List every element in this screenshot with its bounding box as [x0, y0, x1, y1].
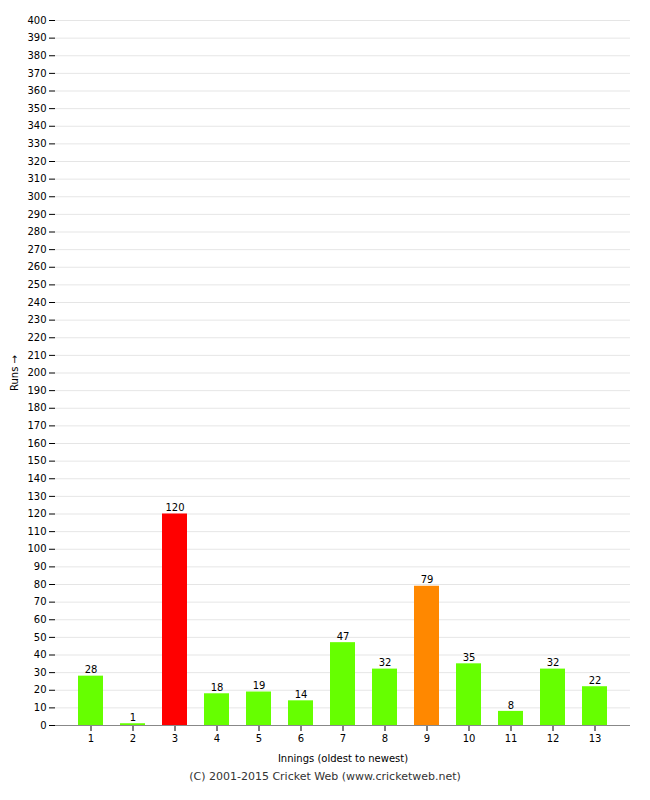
svg-text:47: 47 [337, 631, 350, 642]
svg-text:3: 3 [172, 733, 178, 744]
svg-text:4: 4 [214, 733, 220, 744]
svg-text:110: 110 [27, 526, 46, 537]
svg-text:330: 330 [27, 138, 46, 149]
svg-text:1: 1 [130, 712, 136, 723]
svg-text:60: 60 [34, 614, 47, 625]
svg-text:19: 19 [253, 680, 266, 691]
svg-text:40: 40 [34, 649, 47, 660]
svg-text:12: 12 [547, 733, 560, 744]
svg-text:160: 160 [27, 438, 46, 449]
svg-text:270: 270 [27, 244, 46, 255]
svg-text:18: 18 [211, 682, 224, 693]
svg-text:180: 180 [27, 402, 46, 413]
svg-text:10: 10 [463, 733, 476, 744]
svg-text:6: 6 [298, 733, 304, 744]
svg-text:310: 310 [27, 173, 46, 184]
svg-text:0: 0 [40, 720, 46, 731]
svg-text:11: 11 [505, 733, 518, 744]
svg-text:190: 190 [27, 385, 46, 396]
svg-text:32: 32 [547, 657, 560, 668]
svg-text:20: 20 [34, 684, 47, 695]
svg-text:140: 140 [27, 473, 46, 484]
svg-text:320: 320 [27, 156, 46, 167]
svg-text:350: 350 [27, 103, 46, 114]
svg-text:13: 13 [589, 733, 602, 744]
svg-text:100: 100 [27, 543, 46, 554]
svg-text:32: 32 [379, 657, 392, 668]
svg-text:220: 220 [27, 332, 46, 343]
svg-text:150: 150 [27, 455, 46, 466]
svg-text:260: 260 [27, 261, 46, 272]
svg-text:22: 22 [589, 675, 602, 686]
svg-text:120: 120 [165, 502, 184, 513]
svg-text:14: 14 [295, 689, 308, 700]
svg-text:250: 250 [27, 279, 46, 290]
svg-text:370: 370 [27, 68, 46, 79]
svg-text:130: 130 [27, 491, 46, 502]
svg-text:30: 30 [34, 667, 47, 678]
svg-text:360: 360 [27, 85, 46, 96]
svg-text:290: 290 [27, 209, 46, 220]
svg-text:170: 170 [27, 420, 46, 431]
svg-text:8: 8 [382, 733, 388, 744]
svg-text:79: 79 [421, 574, 434, 585]
svg-text:340: 340 [27, 120, 46, 131]
svg-text:380: 380 [27, 50, 46, 61]
svg-text:35: 35 [463, 652, 476, 663]
svg-text:280: 280 [27, 226, 46, 237]
svg-text:Innings (oldest to newest): Innings (oldest to newest) [278, 753, 408, 764]
svg-text:200: 200 [27, 367, 46, 378]
svg-text:7: 7 [340, 733, 346, 744]
svg-text:1: 1 [88, 733, 94, 744]
svg-text:230: 230 [27, 314, 46, 325]
svg-text:80: 80 [34, 579, 47, 590]
svg-text:10: 10 [34, 702, 47, 713]
svg-text:2: 2 [130, 733, 136, 744]
svg-text:120: 120 [27, 508, 46, 519]
html-text:(C) 2001-2015 Cricket Web (www: (C) 2001-2015 Cricket Web (www.cricketwe… [189, 770, 461, 783]
svg-text:50: 50 [34, 632, 47, 643]
svg-text:5: 5 [256, 733, 262, 744]
svg-text:90: 90 [34, 561, 47, 572]
svg-text:210: 210 [27, 350, 46, 361]
svg-text:70: 70 [34, 596, 47, 607]
svg-text:390: 390 [27, 32, 46, 43]
svg-text:Runs →: Runs → [9, 355, 20, 391]
svg-text:240: 240 [27, 297, 46, 308]
svg-text:400: 400 [27, 15, 46, 26]
svg-text:9: 9 [424, 733, 430, 744]
svg-text:300: 300 [27, 191, 46, 202]
svg-text:28: 28 [85, 664, 98, 675]
svg-text:8: 8 [508, 700, 514, 711]
